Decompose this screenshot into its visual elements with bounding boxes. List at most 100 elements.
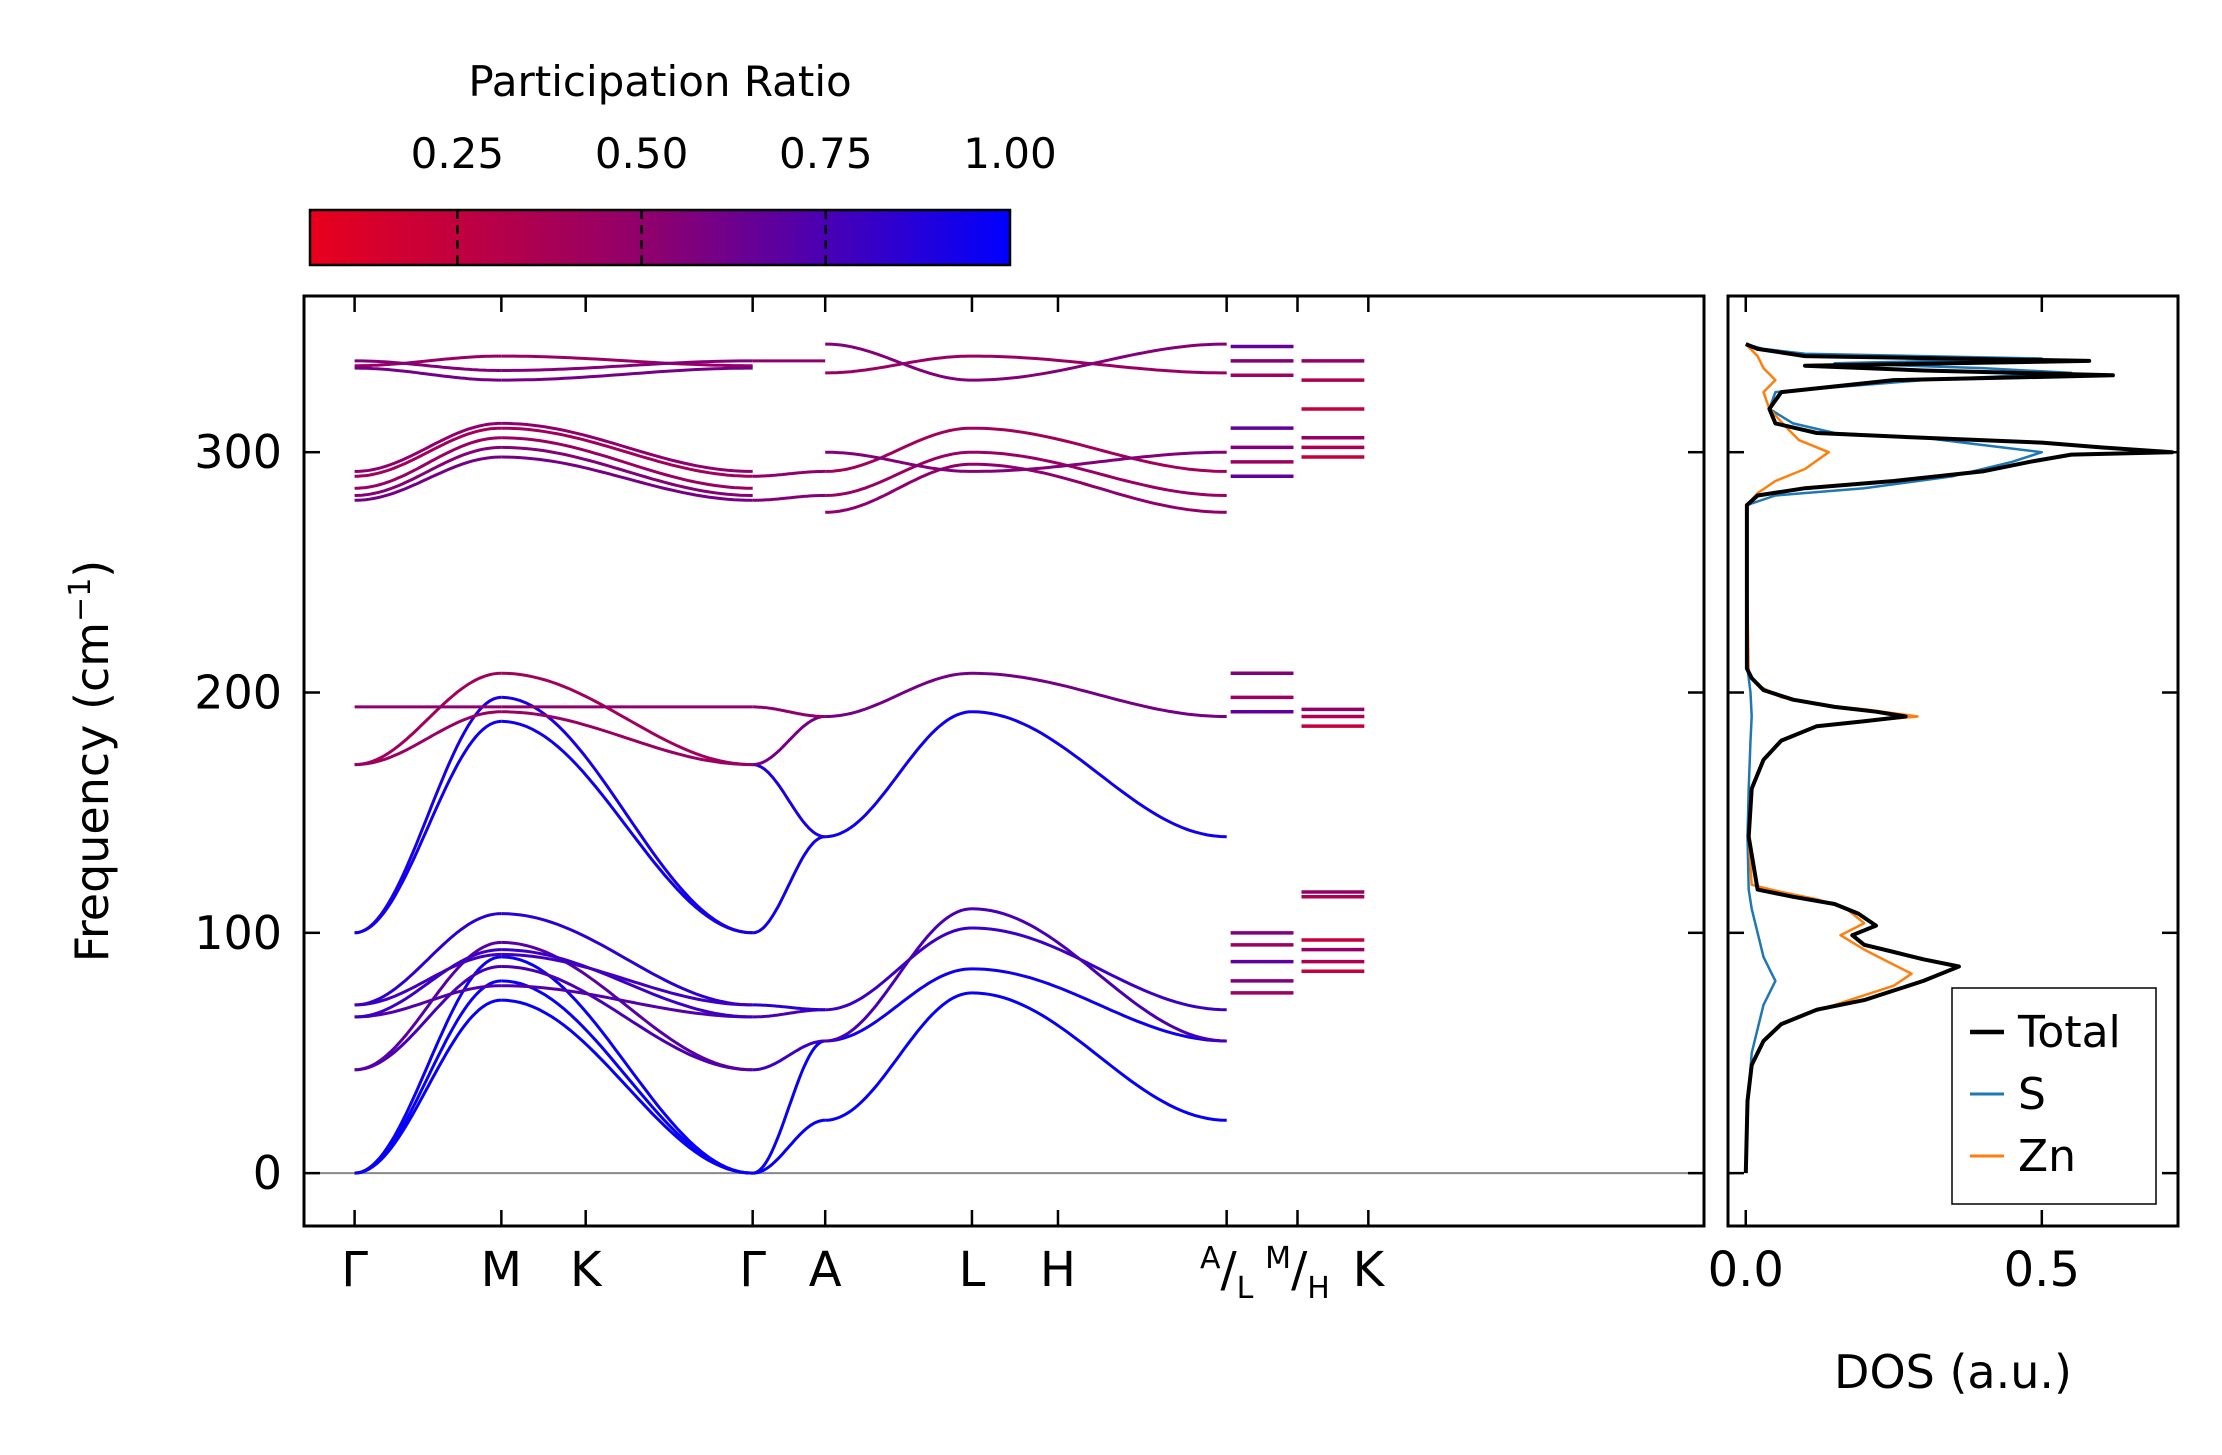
k-point-label: H — [1040, 1242, 1076, 1298]
band-segment-a-l — [825, 342, 973, 1122]
colorbar-ticks: 0.25 0.50 0.75 1.00 — [411, 129, 1057, 265]
dos-curve-total — [1743, 342, 2175, 1174]
y-tick-label: 200 — [194, 666, 282, 720]
colorbar-tick-label: 1.00 — [963, 129, 1057, 178]
phonon-band — [972, 450, 1227, 473]
phonon-band — [501, 912, 753, 1007]
y-axis-label-close: ) — [65, 560, 119, 578]
legend-label-total: Total — [2017, 1007, 2121, 1058]
phonon-band — [971, 710, 1227, 839]
phonon-band — [501, 984, 753, 1019]
phonon-band — [354, 984, 502, 1019]
phonon-band — [501, 955, 753, 1175]
flat-band-group — [1230, 344, 1294, 995]
colorbar-tick-label: 0.25 — [411, 129, 505, 178]
y-tick-label: 300 — [194, 425, 282, 479]
phonon-band — [354, 359, 502, 372]
dos-lines — [1743, 342, 2175, 1174]
legend-entries: Total S Zn — [1970, 1007, 2121, 1182]
phonon-band — [354, 952, 502, 1007]
phonon-band — [971, 671, 1227, 718]
phonon-band — [972, 342, 1227, 382]
phonon-band — [752, 1118, 826, 1175]
phonon-band — [354, 719, 502, 935]
phonon-band — [752, 835, 826, 935]
y-axis-label-main: Frequency (cm — [65, 622, 119, 962]
phonon-band — [752, 469, 826, 478]
phonon-band — [354, 998, 502, 1175]
phonon-band — [972, 354, 1227, 375]
phonon-band — [825, 907, 973, 1043]
phonon-band — [354, 366, 502, 382]
k-point-label: A — [809, 1242, 842, 1298]
y-axis-label-sup: −1 — [63, 578, 98, 622]
phonon-band — [825, 342, 972, 382]
phonon-band — [971, 926, 1227, 1012]
phonon-band — [501, 455, 753, 502]
phonon-band — [752, 763, 826, 839]
phonon-band — [501, 948, 753, 1019]
phonon-band — [825, 450, 972, 473]
band-lines — [354, 342, 1365, 1175]
dos-panel: 0.0 0.5 DOS (a.u.) Total S Zn — [1708, 294, 2180, 1399]
phonon-band — [752, 1039, 826, 1175]
dos-curve-zn — [1744, 343, 1919, 1174]
phonon-band — [752, 1003, 826, 1012]
dos-x-tick-label: 0.5 — [2004, 1242, 2080, 1298]
colorbar-tick-label: 0.50 — [595, 129, 689, 178]
phonon-band — [752, 705, 826, 718]
k-point-label: K — [570, 1242, 603, 1298]
dos-x-axis-label: DOS (a.u.) — [1834, 1345, 2072, 1399]
phonon-band — [971, 967, 1227, 1043]
k-point-label: K — [1353, 1242, 1386, 1298]
phonon-band — [354, 912, 502, 1007]
phonon-band — [501, 998, 753, 1175]
legend-label-zn: Zn — [2018, 1131, 2076, 1182]
phonon-band — [971, 907, 1227, 1043]
phonon-band — [825, 426, 972, 473]
phonon-band — [354, 436, 502, 490]
phonon-band — [501, 366, 753, 382]
colorbar-gradient — [308, 208, 1012, 267]
phonon-band — [825, 967, 973, 1043]
flat-band-group — [1301, 359, 1365, 974]
legend-frame — [1951, 987, 2157, 1205]
phonon-band — [501, 965, 753, 1072]
phonon-band — [354, 940, 502, 1072]
y-axis-label: Frequency (cm−1) — [63, 560, 119, 963]
phonon-band — [354, 710, 502, 767]
phonon-band — [501, 436, 753, 490]
phonon-band — [354, 695, 502, 935]
phonon-band — [825, 710, 973, 839]
dos-legend: Total S Zn — [1951, 987, 2157, 1205]
band-axes-frame — [302, 294, 1706, 1228]
phonon-band — [501, 354, 753, 368]
dos-y-ticks — [1728, 450, 2178, 1175]
phonon-band — [825, 926, 973, 1012]
colorbar-tick-label: 0.75 — [779, 129, 873, 178]
dos-axes-frame — [1726, 294, 2180, 1228]
phonon-band — [501, 421, 753, 473]
band-segment-gamma-a — [752, 359, 826, 1175]
k-point-label: L — [959, 1242, 986, 1298]
phonon-band — [354, 354, 502, 368]
phonon-band — [501, 671, 753, 767]
phonon-band — [752, 494, 826, 502]
colorbar: Participation Ratio 0.25 0.50 0.75 1.00 — [308, 57, 1057, 267]
colorbar-label: Participation Ratio — [468, 57, 851, 106]
dos-x-ticks: 0.0 0.5 — [1708, 296, 2080, 1298]
phonon-band — [825, 462, 973, 514]
phonon-band — [354, 445, 502, 497]
phonon-band — [825, 354, 972, 375]
phonon-band — [971, 450, 1227, 497]
phonon-band — [501, 426, 753, 478]
phonon-band — [354, 948, 502, 1019]
y-tick-label: 100 — [194, 906, 282, 960]
phonon-band — [501, 710, 753, 767]
legend-label-s: S — [2018, 1069, 2046, 1120]
dos-x-tick-label: 0.0 — [1708, 1242, 1784, 1298]
phonon-band — [501, 952, 753, 1007]
phonon-band — [501, 719, 753, 935]
k-point-label: A/L — [1200, 1241, 1254, 1306]
